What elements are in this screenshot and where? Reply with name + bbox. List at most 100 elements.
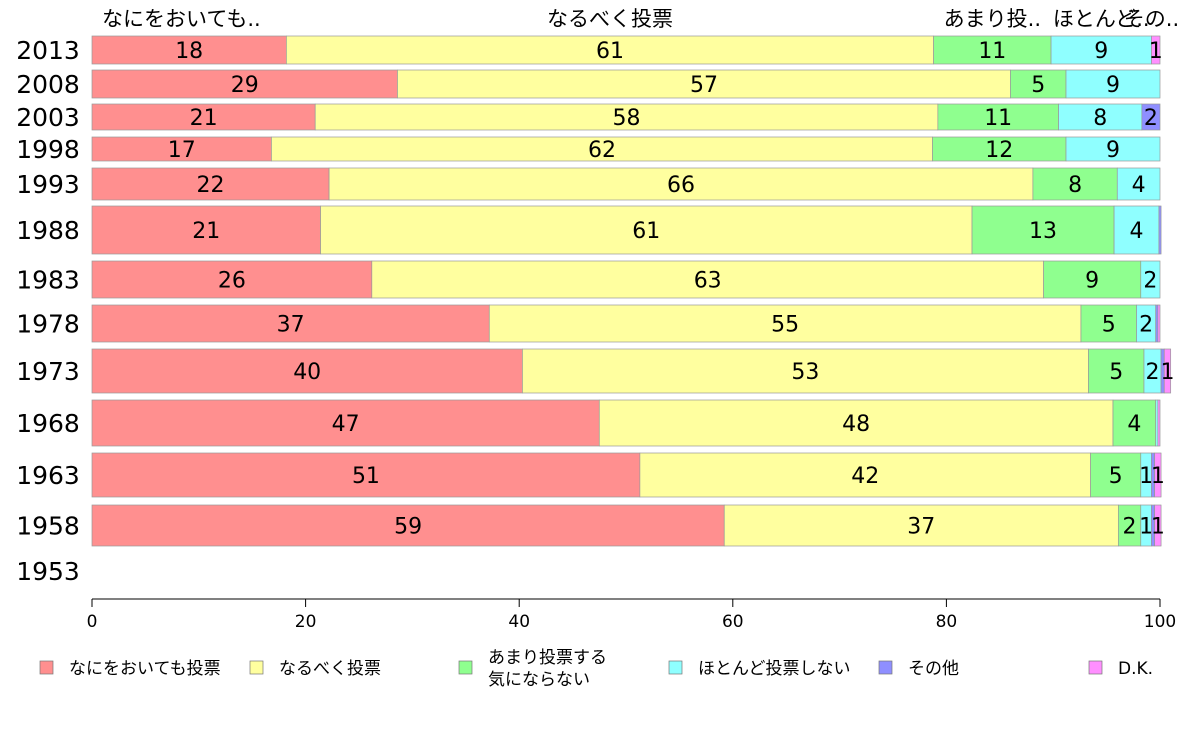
data-label: 55: [771, 313, 799, 338]
data-label: 66: [667, 173, 695, 198]
data-label: 37: [907, 515, 935, 540]
x-tick-label: 20: [295, 612, 317, 632]
data-label: 37: [277, 313, 305, 338]
bar-segment: [1090, 452, 1142, 498]
data-label: 9: [1085, 269, 1099, 294]
data-label: 5: [1102, 313, 1116, 338]
bar-segment: [1158, 205, 1162, 255]
data-label: 1: [1139, 464, 1153, 489]
x-tick-label: 80: [936, 612, 958, 632]
bar-segment: [1154, 504, 1162, 547]
data-label: 8: [1093, 106, 1107, 131]
data-label: 21: [192, 219, 220, 244]
legend-swatch: [1088, 660, 1103, 675]
bar-segment: [971, 205, 1115, 255]
bar-segment: [1088, 348, 1145, 394]
bar-segment: [1050, 35, 1152, 65]
x-tick-label: 60: [722, 612, 744, 632]
data-label: 1: [1151, 464, 1165, 489]
data-label: 58: [613, 106, 641, 131]
data-label: 4: [1127, 412, 1141, 437]
bar-segment: [933, 35, 1052, 65]
x-tick-label: 40: [508, 612, 530, 632]
year-label: 1998: [16, 135, 80, 164]
data-label: 21: [190, 106, 218, 131]
year-label: 2013: [16, 36, 80, 65]
legend-label-line: 気にならない: [488, 670, 590, 690]
data-label: 2: [1144, 106, 1158, 131]
legend-swatch: [668, 660, 683, 675]
data-label: 18: [175, 39, 203, 64]
bar-segment: [522, 348, 1089, 394]
bar-segment: [1058, 103, 1143, 131]
legend-swatch: [458, 660, 473, 675]
data-label: 9: [1106, 138, 1120, 163]
legend-label: あまり投票する気にならない: [488, 648, 607, 690]
legend-label: その他: [908, 659, 959, 679]
data-label: 61: [596, 39, 624, 64]
bar-segment: [723, 504, 1119, 547]
data-label: 29: [231, 73, 259, 98]
column-header: なるべく投票: [547, 7, 673, 31]
x-tick-label: 0: [87, 612, 98, 632]
x-tick-label: 100: [1144, 612, 1176, 632]
bar-segment: [1010, 69, 1067, 99]
data-label: 53: [791, 360, 819, 385]
data-label: 13: [1029, 219, 1057, 244]
bar-segment: [598, 399, 1114, 447]
data-label: 9: [1094, 39, 1108, 64]
column-header: ほとんど..: [1053, 7, 1150, 31]
bar-segment: [1141, 103, 1161, 131]
column-header: その..: [1124, 7, 1179, 31]
legend-label: なにをおいても投票: [69, 659, 221, 679]
data-label: 63: [694, 269, 722, 294]
year-label: 1963: [16, 461, 80, 490]
legend-label-line: その他: [908, 659, 959, 679]
bars-group: 18 61 11 9 129 57 5 921 58 11 8 217 62 12 922 66 8 421 61 1…: [91, 35, 1174, 547]
bar-segment: [937, 103, 1059, 131]
legend-label-line: なるべく投票: [279, 659, 381, 679]
data-label: 42: [851, 464, 879, 489]
legend-label: なるべく投票: [279, 659, 381, 679]
bar-segment: [286, 35, 934, 65]
data-label: 4: [1132, 173, 1146, 198]
data-label: 48: [842, 412, 870, 437]
bar-segment: [932, 136, 1067, 162]
data-label: 11: [978, 39, 1006, 64]
bar-segment: [1140, 260, 1161, 299]
data-label: 2: [1123, 515, 1137, 540]
bar-segment: [1080, 304, 1137, 343]
year-label: 1968: [16, 409, 80, 438]
data-label: 17: [168, 138, 196, 163]
bar-segment: [397, 69, 1011, 99]
data-label: 2: [1143, 269, 1157, 294]
bar-segment: [1043, 260, 1142, 299]
data-label: 5: [1031, 73, 1045, 98]
year-label: 1988: [16, 216, 80, 245]
bar-segment: [1151, 35, 1161, 65]
bar-segment: [271, 136, 933, 162]
data-label: 59: [394, 515, 422, 540]
data-label: 2: [1146, 360, 1160, 385]
bar-segment: [1116, 167, 1161, 201]
data-label: 8: [1068, 173, 1082, 198]
bar-segment: [91, 348, 523, 394]
column-header: あまり投..: [944, 7, 1041, 31]
data-label: 1: [1160, 360, 1174, 385]
bar-segment: [91, 260, 373, 299]
bar-segment: [91, 167, 330, 201]
data-label: 5: [1109, 360, 1123, 385]
data-label: 51: [352, 464, 380, 489]
bar-segment: [328, 167, 1034, 201]
year-label: 1958: [16, 512, 80, 541]
year-label: 1953: [16, 557, 80, 586]
data-label: 61: [632, 219, 660, 244]
bar-segment: [91, 205, 321, 255]
data-label: 57: [690, 73, 718, 98]
column-headers: なにをおいても.. なるべく投票 あまり投.. ほとんど..その..: [102, 7, 1179, 31]
data-label: 1: [1151, 515, 1165, 540]
bar-segment: [91, 35, 287, 65]
data-label: 22: [197, 173, 225, 198]
year-labels: 2013 2008 2003 1998 1993 1988 1983 1978 1973 1968…: [16, 36, 80, 586]
